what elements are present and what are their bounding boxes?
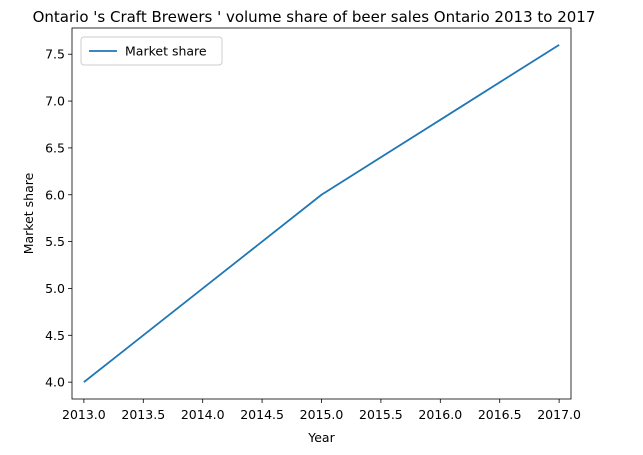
x-tick-label: 2014.5 bbox=[240, 407, 284, 422]
y-tick-label: 7.0 bbox=[45, 94, 65, 109]
y-axis-label: Market share bbox=[21, 172, 36, 254]
y-tick-label: 4.0 bbox=[45, 375, 65, 390]
legend-label: Market share bbox=[125, 44, 207, 59]
y-tick-label: 6.0 bbox=[45, 187, 65, 202]
x-axis-label: Year bbox=[307, 430, 335, 445]
plot-area: 2013.0 2013.5 2014.0 2014.5 2015.0 2015.5 2016… bbox=[45, 27, 581, 422]
series-layer bbox=[83, 44, 560, 383]
x-tick-label: 2015.0 bbox=[300, 407, 344, 422]
y-tick-label: 6.5 bbox=[45, 140, 65, 155]
x-tick-label: 2016.5 bbox=[478, 407, 522, 422]
y-tick-label: 4.5 bbox=[45, 328, 65, 343]
legend: Market share bbox=[80, 36, 223, 66]
x-tick-label: 2014.0 bbox=[181, 407, 225, 422]
chart-title: Ontario 's Craft Brewers ' volume share … bbox=[33, 8, 596, 26]
legend-box bbox=[80, 36, 223, 66]
y-axis-ticks: 4.0 4.5 5.0 5.5 6.0 6.5 7.0 7.5 bbox=[45, 47, 72, 390]
x-axis-ticks: 2013.0 2013.5 2014.0 2014.5 2015.0 2015.5 2016… bbox=[62, 399, 581, 422]
x-tick-label: 2013.0 bbox=[62, 407, 106, 422]
y-tick-label: 7.5 bbox=[45, 47, 65, 62]
x-tick-label: 2017.0 bbox=[537, 407, 581, 422]
series-line bbox=[83, 44, 560, 383]
y-tick-label: 5.0 bbox=[45, 281, 65, 296]
x-tick-label: 2015.5 bbox=[359, 407, 403, 422]
x-tick-label: 2013.5 bbox=[121, 407, 165, 422]
x-tick-label: 2016.0 bbox=[418, 407, 462, 422]
y-tick-label: 5.5 bbox=[45, 234, 65, 249]
